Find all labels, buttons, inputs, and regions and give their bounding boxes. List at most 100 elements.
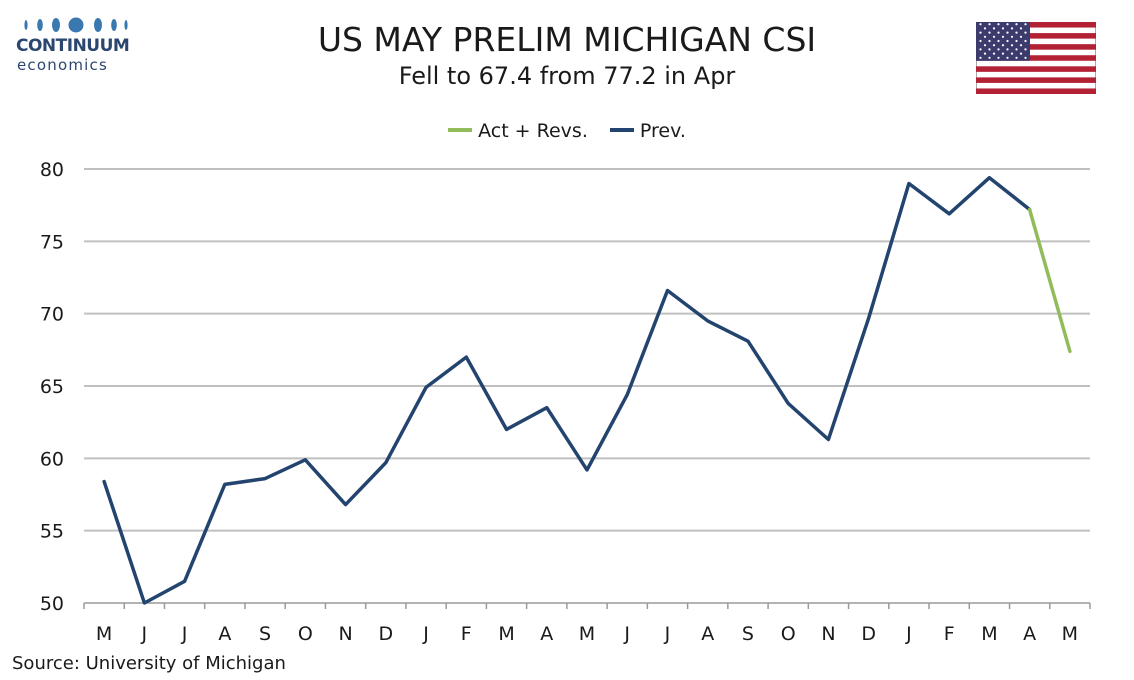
flag-star	[992, 44, 996, 47]
flag-star	[988, 48, 991, 51]
legend-item-act: Act + Revs.	[448, 120, 588, 142]
flag-star	[1015, 39, 1018, 43]
y-tick-label: 70	[40, 304, 64, 326]
legend-label-act: Act + Revs.	[478, 120, 588, 142]
flag-star	[1001, 27, 1005, 30]
series-line-act	[1027, 207, 1072, 354]
flag-star	[1019, 52, 1023, 55]
x-tick-label: F	[461, 623, 472, 645]
flag-star	[1015, 23, 1018, 26]
x-tick-label: O	[298, 623, 313, 645]
source-note: Source: University of Michigan	[12, 653, 286, 674]
x-tick-label: S	[742, 623, 754, 645]
flag-star	[1015, 48, 1018, 51]
flag-star	[997, 39, 1000, 43]
x-tick-label: J	[181, 623, 188, 645]
logo-name: CONTINUUM	[16, 36, 130, 56]
flag-star	[1006, 48, 1009, 51]
chart-title: US MAY PRELIM MICHIGAN CSI	[317, 20, 817, 59]
flag-star	[1024, 48, 1027, 51]
x-tick-label: D	[861, 623, 876, 645]
flag-star	[1019, 35, 1023, 38]
legend-label-prev: Prev.	[639, 120, 686, 142]
x-tick-label: D	[378, 623, 393, 645]
flag-star	[1006, 23, 1009, 26]
flag-star	[983, 52, 987, 55]
legend-swatch-act	[448, 127, 473, 132]
x-tick-label: S	[259, 623, 271, 645]
flag-star	[1024, 56, 1027, 59]
flag-star	[988, 56, 991, 59]
flag-star	[997, 23, 1000, 26]
legend-item-prev: Prev.	[609, 120, 686, 142]
logo-dots-icon	[24, 17, 128, 33]
flag-star	[997, 48, 1000, 51]
flag-star	[992, 52, 996, 55]
flag-star	[1015, 56, 1018, 59]
x-tick-label: O	[781, 623, 796, 645]
flag-star	[1019, 44, 1023, 47]
x-tick-label: M	[1062, 623, 1078, 645]
y-tick-label: 80	[40, 159, 64, 181]
x-tick-label: M	[498, 623, 514, 645]
flag-star	[979, 56, 982, 59]
flag-star	[983, 44, 987, 47]
x-tick-label: M	[96, 623, 112, 645]
x-tick-label: J	[664, 623, 671, 645]
x-tick-label: M	[579, 623, 595, 645]
flag-star	[1024, 23, 1027, 26]
x-tick-label: J	[905, 623, 912, 645]
x-tick-label: A	[1023, 623, 1036, 645]
y-tick-label: 75	[40, 231, 64, 253]
flag-star	[979, 23, 982, 26]
legend-swatch-prev	[609, 127, 634, 132]
continuum-logo: CONTINUUM economics	[14, 14, 134, 74]
x-tick-label: J	[422, 623, 429, 645]
x-tick-label: J	[623, 623, 630, 645]
x-tick-label: A	[218, 623, 231, 645]
x-tick-label: A	[701, 623, 714, 645]
flag-star	[979, 31, 982, 34]
y-tick-label: 55	[40, 521, 64, 543]
flag-star	[1024, 31, 1027, 34]
flag-star	[1006, 39, 1009, 43]
flag-star	[997, 56, 1000, 59]
flag-star	[1010, 52, 1014, 55]
y-tick-label: 60	[40, 448, 64, 470]
flag-star	[1024, 39, 1027, 43]
flag-star	[1006, 31, 1009, 34]
flag-star	[979, 39, 982, 43]
x-tick-label: F	[944, 623, 955, 645]
flag-star	[1010, 35, 1014, 38]
flag-star	[992, 35, 996, 38]
y-tick-label: 65	[40, 376, 64, 398]
x-tick-label: M	[981, 623, 997, 645]
flag-star	[979, 48, 982, 51]
flag-star	[1019, 27, 1023, 30]
flag-star	[1010, 27, 1014, 30]
chart-subtitle: Fell to 67.4 from 77.2 in Apr	[398, 62, 736, 90]
flag-star	[1001, 35, 1005, 38]
flag-star	[988, 23, 991, 26]
flag-star	[988, 39, 991, 43]
flag-star	[1006, 56, 1009, 59]
flag-star	[1001, 52, 1005, 55]
flag-star	[1001, 44, 1005, 47]
us-flag-icon	[976, 22, 1096, 94]
logo-subtitle: economics	[17, 56, 108, 74]
flag-star	[992, 27, 996, 30]
flag-star	[983, 35, 987, 38]
x-tick-label: N	[821, 623, 835, 645]
chart-legend: Act + Revs. Prev.	[0, 120, 1134, 142]
flag-star	[988, 31, 991, 34]
flag-star	[983, 27, 987, 30]
x-tick-label: J	[141, 623, 148, 645]
x-tick-label: A	[540, 623, 553, 645]
flag-star	[997, 31, 1000, 34]
series-line-prev	[102, 175, 1032, 605]
flag-star	[1010, 44, 1014, 47]
y-tick-label: 50	[40, 593, 64, 615]
x-tick-label: N	[338, 623, 352, 645]
flag-star	[1015, 31, 1018, 34]
